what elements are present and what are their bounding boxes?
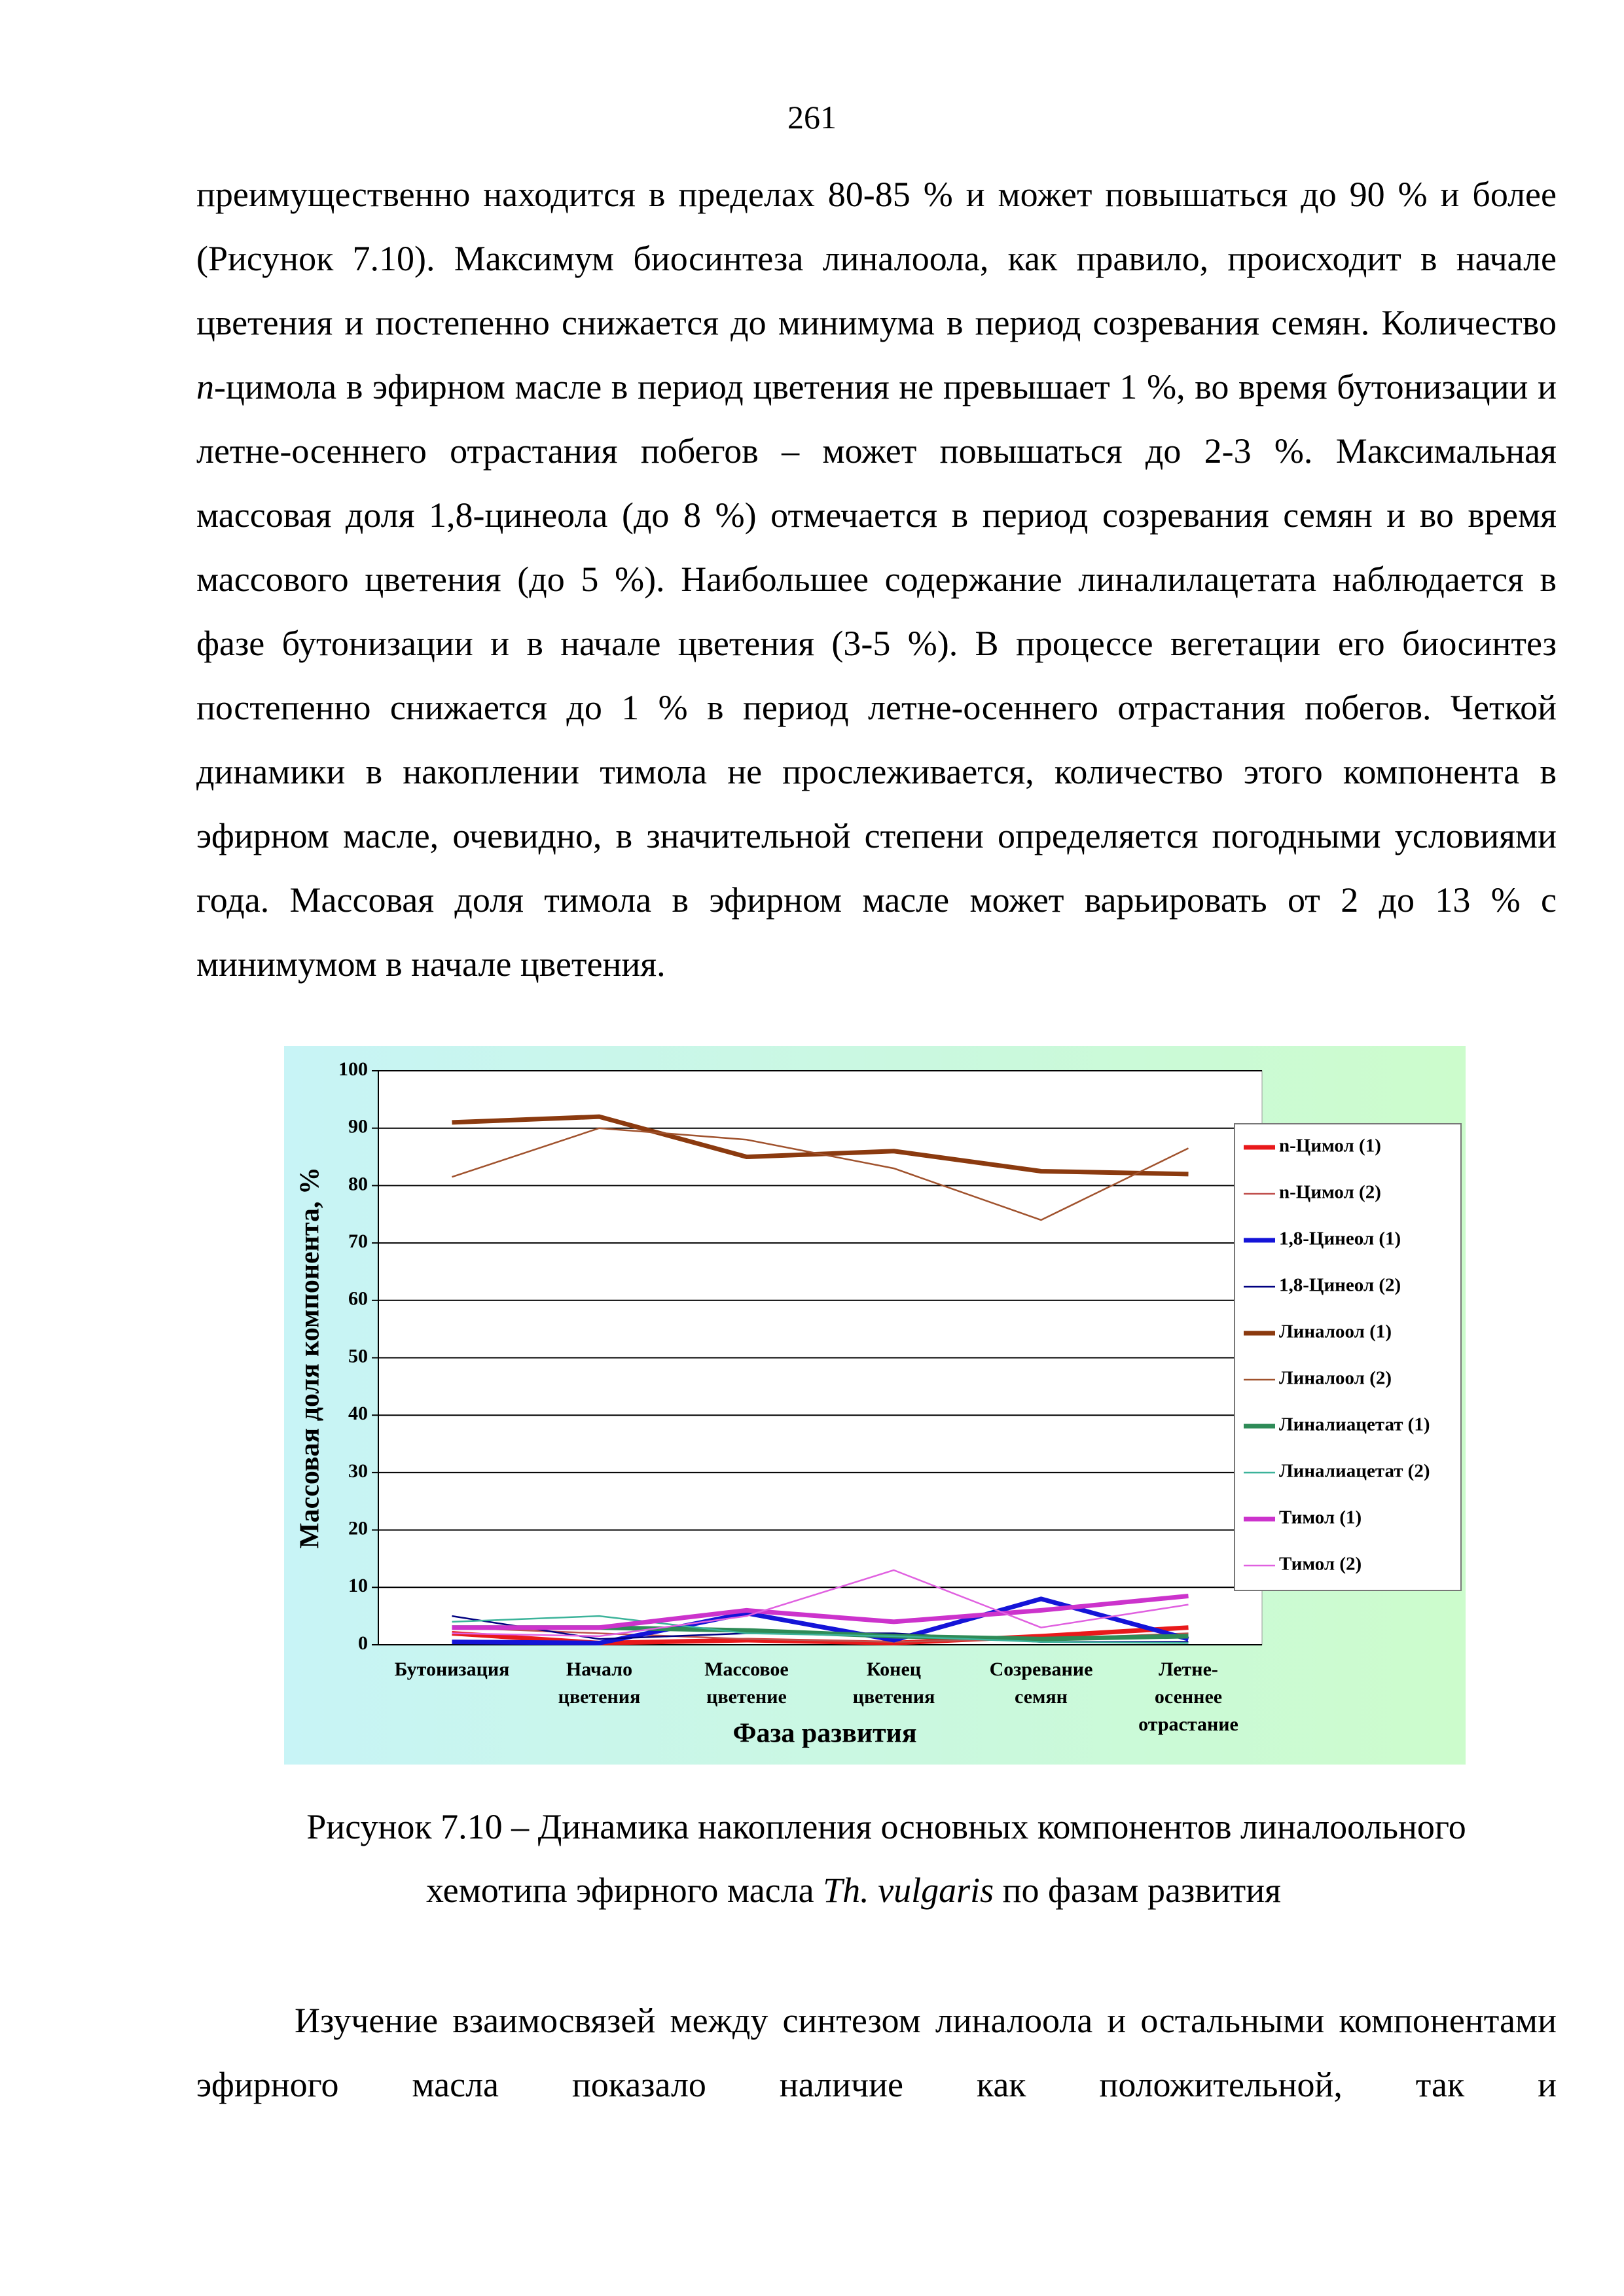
legend-label: Тимол (2) [1279, 1554, 1362, 1575]
y-tick-label: 80 [348, 1173, 368, 1194]
y-tick-label: 20 [348, 1517, 368, 1539]
text-run: преимущественно находится в пределах 80-… [196, 175, 1557, 342]
legend-label: Тимол (1) [1279, 1507, 1362, 1528]
legend-label: n-Цимол (2) [1279, 1182, 1381, 1203]
x-tick-label: Созревание семян [990, 1659, 1093, 1708]
y-tick-label: 40 [348, 1403, 368, 1424]
legend-label: Линалоол (1) [1279, 1321, 1392, 1342]
y-tick-label: 70 [348, 1230, 368, 1252]
text-run: хемотипа эфирного масла [426, 1871, 823, 1910]
text-run: по фазам развития [994, 1871, 1281, 1910]
y-tick-label: 90 [348, 1116, 368, 1138]
legend-label: 1,8-Цинеол (1) [1279, 1229, 1401, 1249]
page-number: 261 [787, 99, 837, 135]
x-tick-label: Летне-осеннее отрастание [1138, 1659, 1238, 1735]
caption-line: хемотипа эфирного масла Th. vulgaris по … [196, 1870, 1557, 1910]
x-tick-label: Массовое цветение [704, 1659, 789, 1708]
legend-label: 1,8-Цинеол (2) [1279, 1275, 1401, 1296]
caption-line: Рисунок 7.10 – Динамика накопления основ… [196, 1806, 1557, 1847]
x-axis-title: Фаза развития [732, 1719, 916, 1749]
y-tick-label: 100 [338, 1058, 368, 1080]
legend-label: n-Цимол (1) [1279, 1136, 1381, 1157]
legend-label: Линалиацетат (1) [1279, 1414, 1430, 1435]
paragraph: Изучение взаимосвязей между синтезом лин… [196, 1988, 1557, 2117]
y-tick-label: 50 [348, 1345, 368, 1367]
x-tick-label: Конец цветения [853, 1659, 935, 1708]
text-run: Изучение взаимосвязей между синтезом лин… [196, 2001, 1557, 2104]
legend-box [1234, 1123, 1462, 1591]
x-tick-label: Начало цветения [558, 1659, 641, 1708]
y-tick-label: 30 [348, 1460, 368, 1482]
series-line [452, 1127, 1189, 1221]
text-run: Th. vulgaris [823, 1871, 994, 1910]
x-tick-label: Бутонизация [395, 1659, 510, 1680]
series-line [452, 1593, 1189, 1630]
text-run: Рисунок 7.10 – Динамика накопления основ… [306, 1807, 1466, 1846]
paragraph: преимущественно находится в пределах 80-… [196, 162, 1557, 996]
text-run: n [196, 367, 214, 406]
y-tick-label: 10 [348, 1575, 368, 1596]
y-tick-label: 60 [348, 1288, 368, 1310]
text-run: -цимола в эфирном масле в период цветени… [196, 367, 1557, 984]
series-line [452, 1596, 1189, 1645]
series-line [452, 1569, 1189, 1638]
chart: 0 10 20 30 40 50 60 70 80 90 100 Бутонизация Начало ц… [284, 1046, 1466, 1765]
legend-label: Линалиацетат (2) [1279, 1461, 1430, 1482]
y-tick-label: 0 [358, 1632, 368, 1654]
y-axis-title: Массовая доля компонента, % [295, 1167, 325, 1549]
legend-label: Линалоол (2) [1279, 1368, 1392, 1389]
series-line [452, 1615, 1189, 1644]
